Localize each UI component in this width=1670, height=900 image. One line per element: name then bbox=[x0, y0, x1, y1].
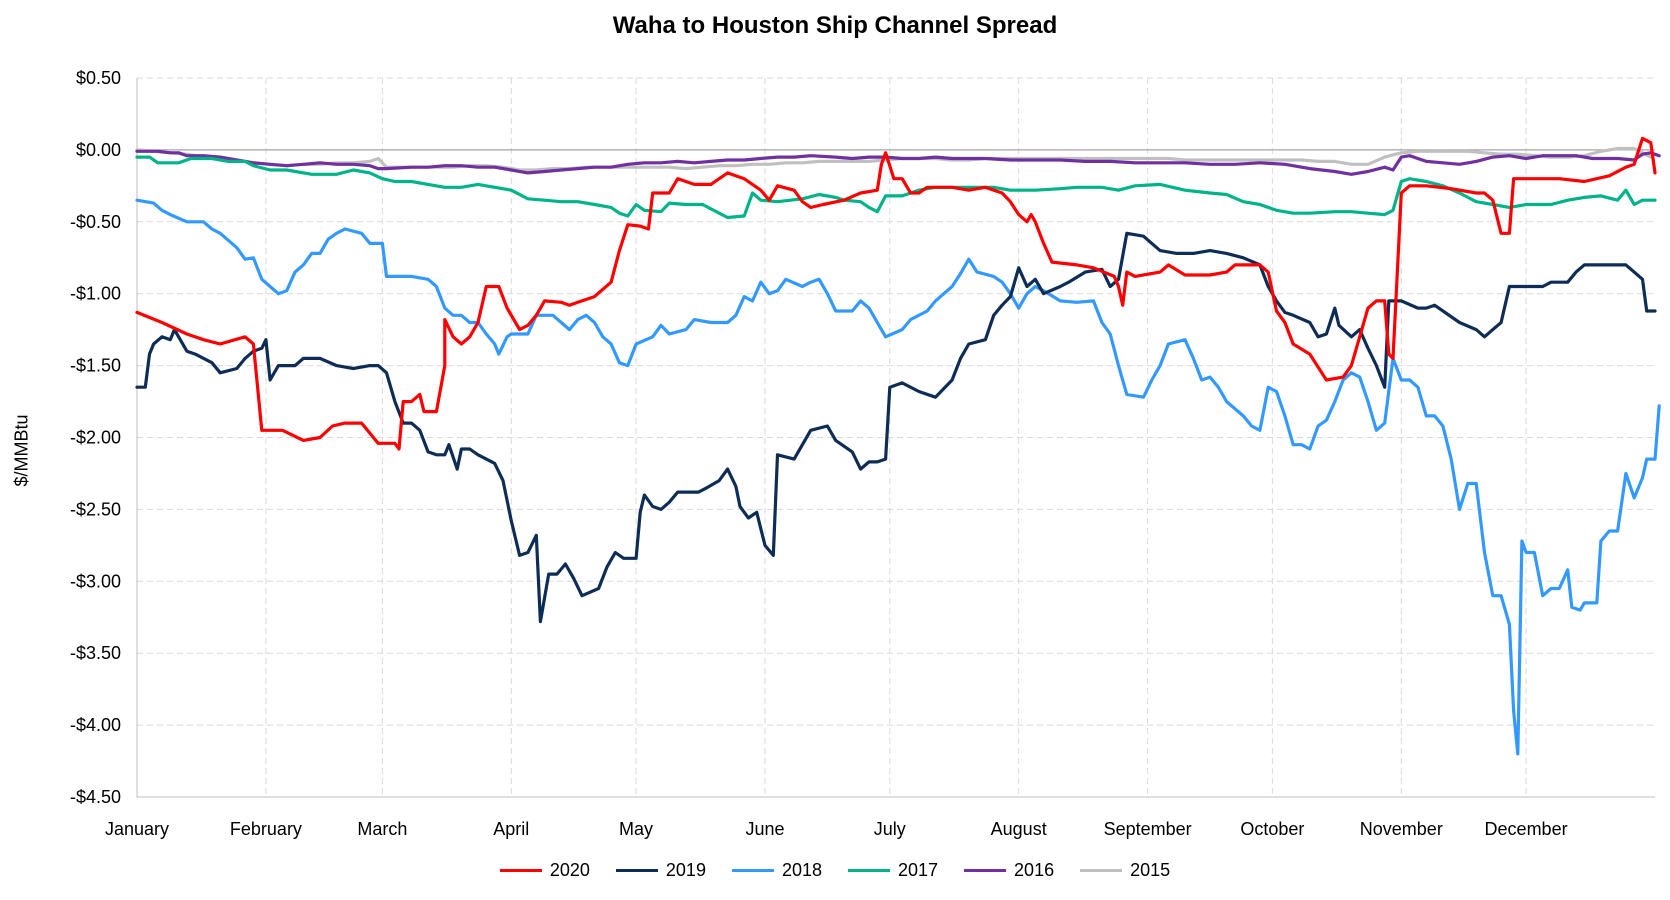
legend-item-2015: 2015 bbox=[1080, 860, 1170, 881]
legend-label: 2017 bbox=[898, 860, 939, 880]
y-tick-label: -$3.50 bbox=[70, 643, 121, 663]
y-tick-label: -$1.50 bbox=[70, 356, 121, 376]
y-tick-label: -$0.50 bbox=[70, 212, 121, 232]
y-tick-label: $0.50 bbox=[76, 68, 121, 88]
legend-swatch bbox=[731, 869, 774, 872]
legend-swatch bbox=[848, 869, 890, 872]
legend-label: 2020 bbox=[549, 860, 590, 880]
legend-swatch bbox=[499, 869, 542, 872]
x-tick-label: November bbox=[1360, 819, 1443, 839]
x-tick-label: June bbox=[745, 819, 784, 839]
legend: 2020 2019 2018 2017 2016 2015 bbox=[0, 860, 1670, 881]
y-tick-label: -$4.00 bbox=[70, 715, 121, 735]
x-tick-label: January bbox=[105, 819, 169, 839]
x-tick-label: September bbox=[1104, 819, 1192, 839]
y-tick-label: -$2.00 bbox=[70, 428, 121, 448]
y-tick-label: -$1.00 bbox=[70, 284, 121, 304]
x-tick-label: February bbox=[230, 819, 302, 839]
series-line-2016 bbox=[135, 149, 1661, 176]
series-line-2018 bbox=[135, 198, 1661, 756]
x-tick-label: April bbox=[493, 819, 529, 839]
series-line-2020 bbox=[135, 136, 1657, 451]
y-tick-label: -$3.00 bbox=[70, 571, 121, 591]
legend-item-2019: 2019 bbox=[615, 860, 706, 881]
y-tick-label: $0.00 bbox=[76, 140, 121, 160]
legend-label: 2016 bbox=[1014, 860, 1055, 880]
legend-label: 2018 bbox=[781, 860, 822, 880]
x-tick-label: October bbox=[1240, 819, 1304, 839]
legend-item-2020: 2020 bbox=[499, 860, 590, 881]
x-tick-label: March bbox=[357, 819, 407, 839]
legend-swatch bbox=[615, 869, 658, 872]
legend-item-2018: 2018 bbox=[731, 860, 822, 881]
chart-title: Waha to Houston Ship Channel Spread bbox=[612, 12, 1058, 39]
legend-item-2017: 2017 bbox=[848, 860, 938, 881]
y-tick-label: -$2.50 bbox=[70, 499, 121, 519]
legend-item-2016: 2016 bbox=[964, 860, 1054, 881]
x-tick-label: July bbox=[874, 819, 906, 839]
series-line-2017 bbox=[135, 155, 1657, 220]
x-tick-label: December bbox=[1485, 819, 1568, 839]
legend-label: 2015 bbox=[1130, 860, 1171, 880]
x-tick-label: May bbox=[619, 819, 653, 839]
series-line-2019 bbox=[135, 231, 1657, 624]
legend-swatch bbox=[1080, 869, 1123, 872]
x-tick-label: August bbox=[991, 819, 1047, 839]
legend-swatch bbox=[964, 869, 1007, 872]
y-tick-label: -$4.50 bbox=[70, 787, 121, 807]
legend-label: 2019 bbox=[665, 860, 706, 880]
